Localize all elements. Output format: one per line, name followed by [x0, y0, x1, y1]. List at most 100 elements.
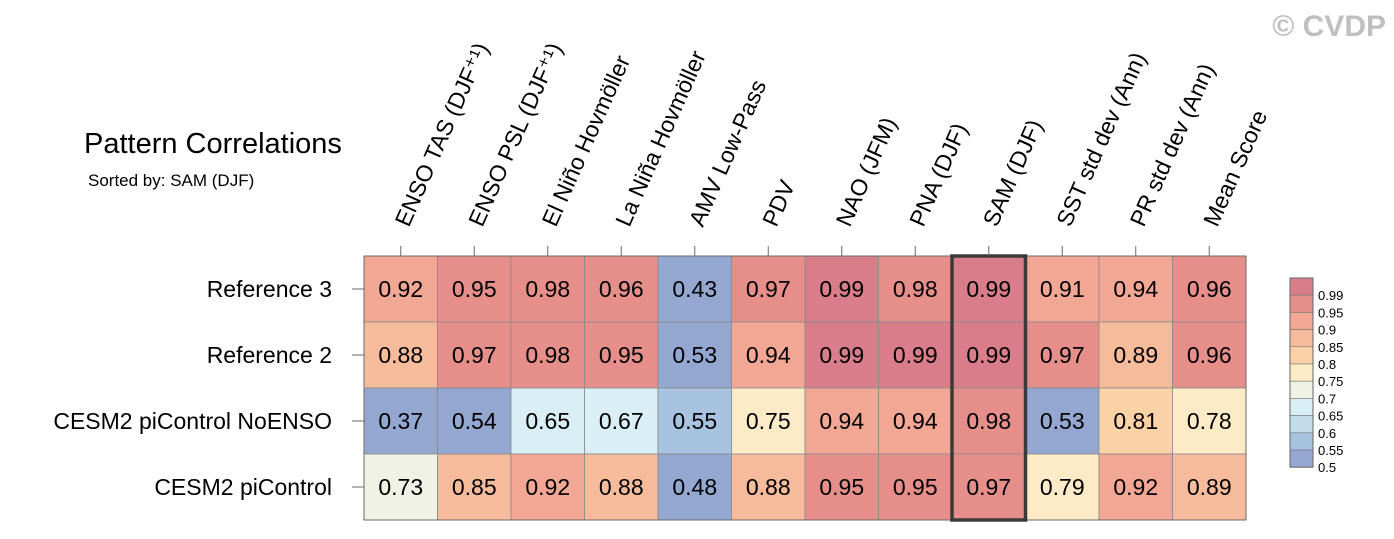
colorbar-legend: 0.99 0.95 0.9 0.85 0.8 0.75 0.7 0.65 0.6 0.55 0.5: [1289, 277, 1343, 475]
cell-value: 0.48: [672, 474, 717, 500]
heatmap-cell: [1098, 387, 1173, 455]
cell-value: 0.97: [452, 342, 497, 368]
column-label: PNA (DJF): [904, 119, 972, 230]
cell-value: 0.98: [525, 342, 570, 368]
colorbar-tick-label: 0.8: [1318, 357, 1336, 372]
heatmap-cell: [584, 453, 659, 521]
column-label: AMV Low-Pass: [684, 76, 772, 230]
cell-value: 0.85: [452, 474, 497, 500]
heatmap-cell: [1098, 321, 1173, 389]
cell-value: 0.43: [672, 276, 717, 302]
colorbar-swatch: [1289, 449, 1314, 468]
colorbar-swatch: [1289, 329, 1314, 348]
cell-value: 0.99: [966, 276, 1011, 302]
colorbar-tick-label: 0.75: [1318, 374, 1343, 389]
heatmap-cell: [437, 255, 512, 323]
cell-value: 0.65: [525, 408, 570, 434]
heatmap-cell: [510, 321, 585, 389]
row-label: Reference 3: [207, 276, 332, 302]
cell-value: 0.81: [1113, 408, 1158, 434]
heatmap-cell: [951, 321, 1026, 389]
chart-subtitle: Sorted by: SAM (DJF): [88, 171, 254, 190]
cell-value: 0.98: [966, 408, 1011, 434]
colorbar-swatch: [1289, 294, 1314, 313]
heatmap-cell: [731, 453, 806, 521]
cell-value: 0.88: [746, 474, 791, 500]
heatmap-cell: [804, 321, 879, 389]
heatmap-border: [363, 255, 1247, 521]
cell-value: 0.94: [746, 342, 791, 368]
heatmap-cell: [1025, 255, 1100, 323]
cell-value: 0.78: [1187, 408, 1232, 434]
heatmap-cell: [804, 453, 879, 521]
cell-value: 0.97: [1040, 342, 1085, 368]
colorbar-tick-label: 0.7: [1318, 391, 1336, 406]
cell-value: 0.91: [1040, 276, 1085, 302]
colorbar-swatch: [1289, 346, 1314, 365]
cell-value: 0.53: [1040, 408, 1085, 434]
heatmap-cell: [584, 387, 659, 455]
cell-value: 0.53: [672, 342, 717, 368]
cell-value: 0.95: [452, 276, 497, 302]
heatmap-cell: [804, 387, 879, 455]
heatmap-grid: 0.92 0.95 0.98 0.96 0.43 0.97 0.99 0.98 0.99 0.91…: [363, 254, 1247, 522]
cell-value: 0.89: [1113, 342, 1158, 368]
cell-value: 0.73: [378, 474, 423, 500]
cell-value: 0.99: [819, 342, 864, 368]
heatmap-cell: [510, 387, 585, 455]
heatmap-cell: [584, 321, 659, 389]
heatmap-cell: [878, 321, 953, 389]
colorbar-tick-label: 0.5: [1318, 460, 1336, 475]
heatmap-cell: [1172, 453, 1247, 521]
row-label: CESM2 piControl NoENSO: [53, 408, 332, 434]
heatmap-cell: [584, 255, 659, 323]
colorbar-swatch: [1289, 415, 1314, 434]
row-labels: Reference 3 Reference 2 CESM2 piControl No…: [53, 276, 364, 500]
column-label: PDV: [757, 176, 800, 230]
heatmap-cell: [363, 387, 438, 455]
cell-value: 0.98: [893, 276, 938, 302]
cell-value: 0.98: [525, 276, 570, 302]
cell-value: 0.95: [893, 474, 938, 500]
colorbar-swatch: [1289, 380, 1314, 399]
heatmap-cell: [657, 321, 732, 389]
colorbar-swatch: [1289, 277, 1314, 296]
heatmap-cell: [1172, 255, 1247, 323]
heatmap-cell: [1025, 453, 1100, 521]
heatmap-cell: [731, 321, 806, 389]
cell-value: 0.96: [599, 276, 644, 302]
cell-value: 0.97: [746, 276, 791, 302]
heatmap-cell: [437, 321, 512, 389]
cell-value: 0.94: [819, 408, 864, 434]
watermark: © CVDP: [1272, 10, 1386, 43]
heatmap-cell: [1025, 321, 1100, 389]
cell-value: 0.92: [378, 276, 423, 302]
column-label: NAO (JFM): [831, 113, 902, 230]
colorbar-swatch: [1289, 432, 1314, 451]
chart-title: Pattern Correlations: [84, 128, 342, 160]
cell-value: 0.97: [966, 474, 1011, 500]
heatmap-cell: [1098, 453, 1173, 521]
heatmap-cell: [951, 453, 1026, 521]
colorbar-tick-label: 0.6: [1318, 426, 1336, 441]
cell-value: 0.88: [599, 474, 644, 500]
cell-value: 0.55: [672, 408, 717, 434]
heatmap-cell: [437, 453, 512, 521]
cell-value: 0.92: [1113, 474, 1158, 500]
cell-value: 0.99: [819, 276, 864, 302]
colorbar-swatch: [1289, 363, 1314, 382]
colorbar-swatch: [1289, 312, 1314, 330]
cell-value: 0.89: [1187, 474, 1232, 500]
cell-value: 0.79: [1040, 474, 1085, 500]
cell-value: 0.95: [819, 474, 864, 500]
colorbar-tick-label: 0.55: [1318, 443, 1343, 458]
heatmap-cell: [510, 453, 585, 521]
cell-value: 0.92: [525, 474, 570, 500]
cell-value: 0.67: [599, 408, 644, 434]
heatmap-cell: [363, 453, 438, 521]
cell-value: 0.94: [1113, 276, 1158, 302]
cell-value: 0.54: [452, 408, 497, 434]
column-labels: ENSO TAS (DJF⁺¹)ENSO PSL (DJF⁺¹)El Niño …: [390, 39, 1272, 256]
colorbar-tick-label: 0.95: [1318, 305, 1343, 320]
